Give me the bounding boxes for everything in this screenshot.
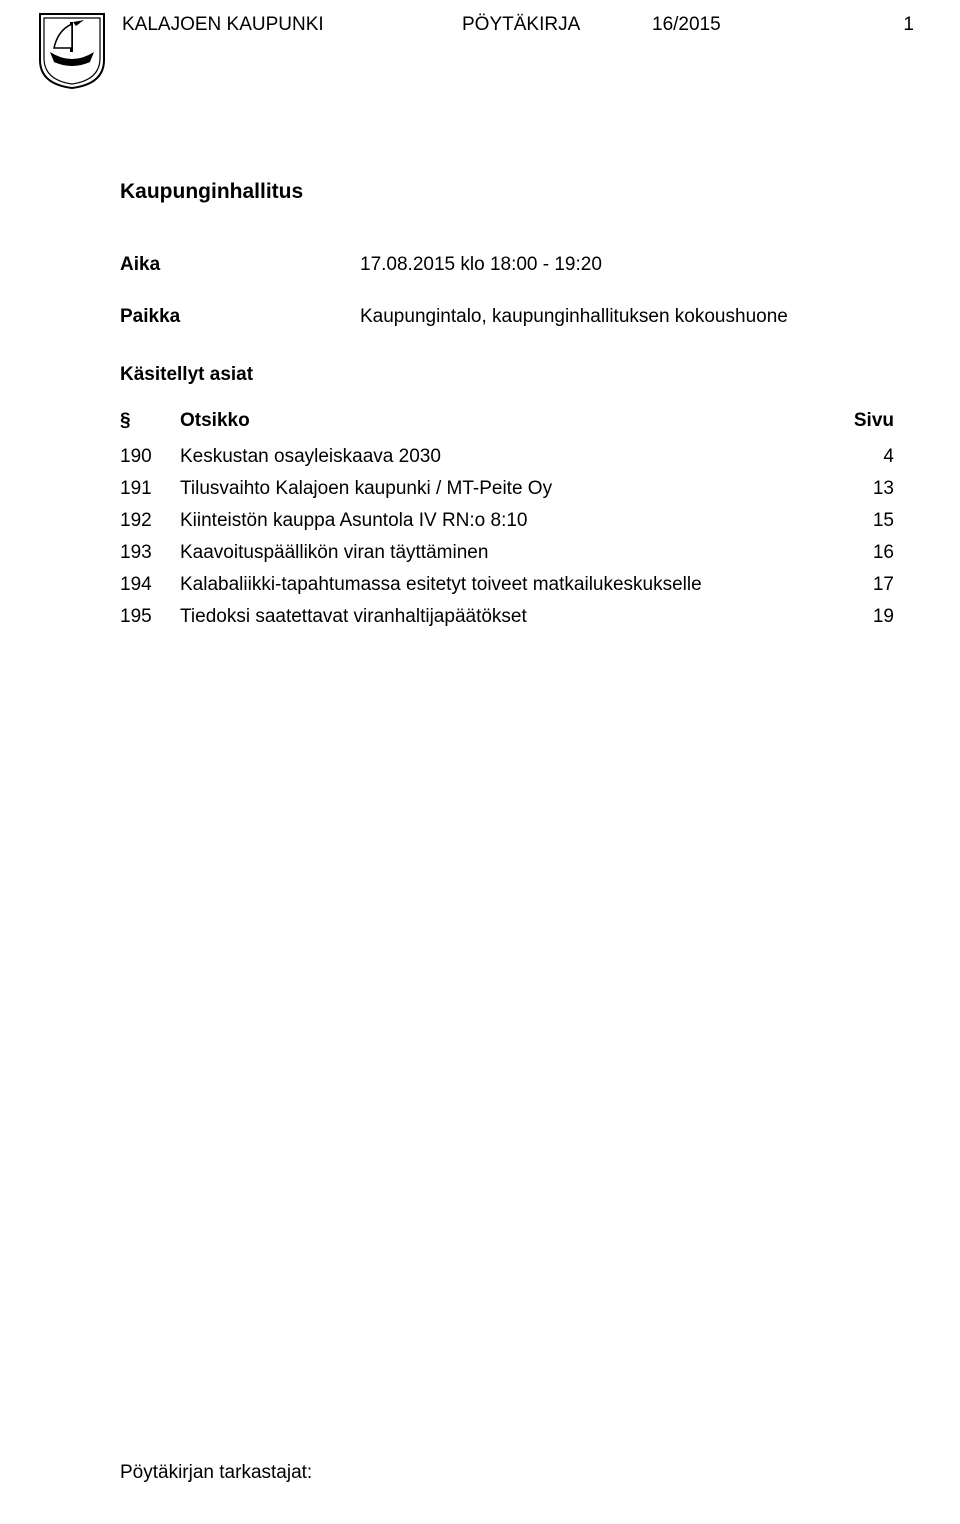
- footer-label: Pöytäkirjan tarkastajat:: [120, 1462, 312, 1484]
- toc-row: 193 Kaavoituspäällikön viran täyttäminen…: [120, 542, 904, 564]
- toc-row: 191 Tilusvaihto Kalajoen kaupunki / MT-P…: [120, 478, 904, 500]
- header-text: KALAJOEN KAUPUNKI PÖYTÄKIRJA 16/2015 1: [122, 10, 924, 36]
- toc-sec: 195: [120, 606, 180, 628]
- page-number: 1: [903, 14, 924, 36]
- toc-sec: 190: [120, 446, 180, 468]
- toc-sec: 191: [120, 478, 180, 500]
- doc-number: 16/2015: [652, 14, 812, 36]
- toc-title: Kaavoituspäällikön viran täyttäminen: [180, 542, 834, 564]
- time-label: Aika: [120, 254, 360, 276]
- toc-title: Tilusvaihto Kalajoen kaupunki / MT-Peite…: [180, 478, 834, 500]
- toc-page: 19: [834, 606, 904, 628]
- toc-col-title: Otsikko: [180, 410, 834, 432]
- toc-page: 13: [834, 478, 904, 500]
- toc-title: Kalabaliikki-tapahtumassa esitetyt toive…: [180, 574, 834, 596]
- org-name: KALAJOEN KAUPUNKI: [122, 14, 462, 36]
- toc-row: 192 Kiinteistön kauppa Asuntola IV RN:o …: [120, 510, 904, 532]
- toc-row: 194 Kalabaliikki-tapahtumassa esitetyt t…: [120, 574, 904, 596]
- toc-title: Kiinteistön kauppa Asuntola IV RN:o 8:10: [180, 510, 834, 532]
- place-value: Kaupungintalo, kaupunginhallituksen koko…: [360, 306, 788, 328]
- toc-page: 15: [834, 510, 904, 532]
- toc-col-section: §: [120, 410, 180, 432]
- toc-col-page: Sivu: [834, 410, 904, 432]
- page-title: Kaupunginhallitus: [120, 180, 924, 204]
- toc-row: 190 Keskustan osayleiskaava 2030 4: [120, 446, 904, 468]
- toc-page: 16: [834, 542, 904, 564]
- toc-sec: 194: [120, 574, 180, 596]
- toc-title: Keskustan osayleiskaava 2030: [180, 446, 834, 468]
- toc-sec: 192: [120, 510, 180, 532]
- place-label: Paikka: [120, 306, 360, 328]
- doc-type: PÖYTÄKIRJA: [462, 14, 652, 36]
- toc: § Otsikko Sivu 190 Keskustan osayleiskaa…: [120, 410, 904, 628]
- meeting-meta: Aika 17.08.2015 klo 18:00 - 19:20 Paikka…: [120, 254, 924, 328]
- toc-sec: 193: [120, 542, 180, 564]
- toc-title: Tiedoksi saatettavat viranhaltijapäätöks…: [180, 606, 834, 628]
- toc-row: 195 Tiedoksi saatettavat viranhaltijapää…: [120, 606, 904, 628]
- toc-page: 17: [834, 574, 904, 596]
- header: KALAJOEN KAUPUNKI PÖYTÄKIRJA 16/2015 1: [36, 10, 924, 90]
- crest-icon: [36, 10, 108, 90]
- time-value: 17.08.2015 klo 18:00 - 19:20: [360, 254, 602, 276]
- toc-page: 4: [834, 446, 904, 468]
- toc-header: § Otsikko Sivu: [120, 410, 904, 432]
- handled-label: Käsitellyt asiat: [120, 364, 924, 386]
